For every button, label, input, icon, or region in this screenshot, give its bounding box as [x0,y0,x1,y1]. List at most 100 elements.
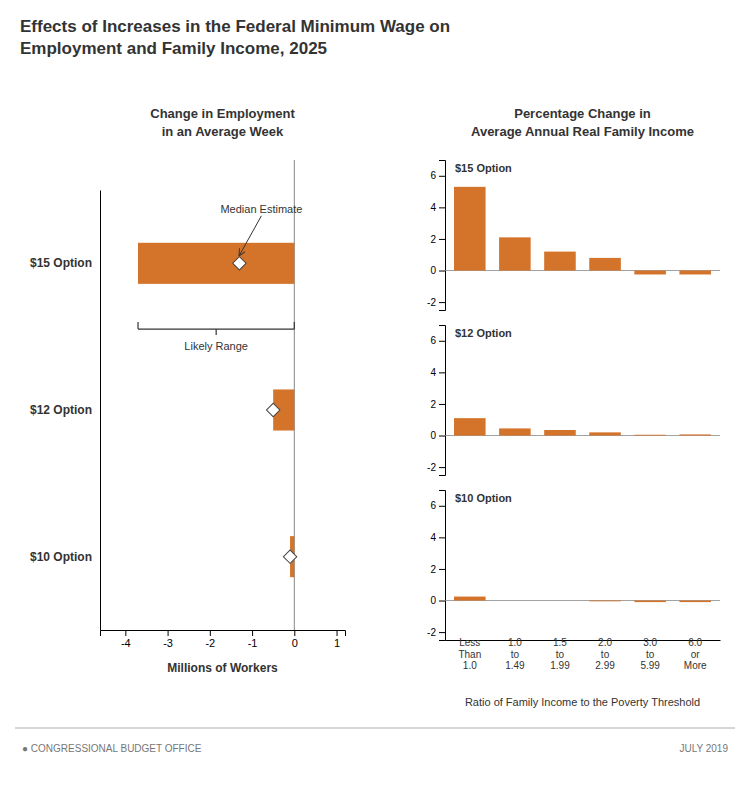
tick-mark [337,630,338,636]
y-axis: -20246 [427,491,445,641]
tick-label: -3 [163,637,173,649]
tick: -4 [121,630,131,649]
bar [544,600,576,601]
text-line: Percentage Change in [514,106,651,121]
bar [679,434,711,435]
bar [454,187,486,271]
x-axis: -4-3-2-101 [101,630,346,649]
tick-label: 6 [430,500,436,511]
tick-mark [439,239,445,240]
tick-mark [439,632,445,633]
tick-mark [252,630,253,636]
tick-label: -2 [427,627,436,638]
tick-mark [294,630,295,636]
tick-label: -2 [427,462,436,473]
tick-mark [210,630,211,636]
tick-mark [439,372,445,373]
category-label: 6.0orMore [684,637,707,671]
category-label: 3.0to5.99 [640,637,660,671]
marks [454,597,711,603]
tick-label: 2 [430,564,436,575]
tick-label: -4 [121,637,131,649]
category-label: 2.0to2.99 [595,637,615,671]
zero-line [445,600,720,601]
bar [634,271,666,275]
category-label: $12 Option [30,403,92,417]
tick: 2 [430,234,445,245]
tick-mark [439,207,445,208]
tick-mark [439,341,445,342]
tick-mark [168,630,169,636]
bar [589,600,621,602]
marks [138,243,297,577]
tick-label: 4 [430,367,436,378]
tick: 4 [430,202,445,213]
tick-label: 2 [430,399,436,410]
tick-mark [439,436,445,437]
bar [499,237,531,270]
tick-mark [439,271,445,272]
tick-label: -2 [427,297,436,308]
text-line: Change in Employment [150,106,295,121]
median-marker [266,403,279,416]
bar [544,252,576,271]
text-line: 1.99 [550,660,570,671]
text-line: 1.5 [553,637,567,648]
tick: 0 [430,430,445,441]
text-line: 1.0 [508,637,522,648]
y-axis: -20246 [427,326,445,476]
bar [544,430,576,436]
tick-label: 4 [430,202,436,213]
tick: $10 Option [30,550,100,564]
tick-label: 4 [430,532,436,543]
category-label: 1.5to1.99 [550,637,570,671]
tick: 0 [292,630,298,649]
text-line: Than [458,649,481,660]
bar [499,428,531,435]
text-line: Average Annual Real Family Income [471,124,694,139]
tick-label: 0 [430,265,436,276]
tick-label: 2 [430,234,436,245]
axis-line [439,491,446,641]
bar [499,600,531,601]
tick: 6 [430,500,445,511]
bar [634,601,666,603]
tick: -1 [248,630,258,649]
tick: -2 [427,297,445,308]
panel-label: $10 Option [455,492,512,504]
axis-line [439,326,446,476]
marks [454,418,711,435]
right-panel: -20246$10 OptionLessThan1.01.0to1.491.5t… [427,491,720,709]
range-end [137,322,138,329]
bar [679,601,711,603]
tick-mark [125,630,126,636]
x-axis-title: Millions of Workers [167,661,278,675]
right-panel: Percentage Change in Average Annual Real … [427,106,720,311]
text-line: 5.99 [640,660,660,671]
annotation: Median Estimate [220,203,302,215]
tick: 1.5to1.99 [550,637,570,671]
tick: 3.0to5.99 [640,637,660,671]
tick: 1.0to1.49 [505,637,525,671]
figure-title: Effects of Increases in the Federal Mini… [20,17,450,58]
footer-rule [15,728,735,729]
tick-mark [439,404,445,405]
text-line: to [646,649,655,660]
tick: LessThan1.0 [458,637,481,671]
likely-range [138,322,294,335]
axis-line [100,191,101,631]
tick-label: 1 [334,637,340,649]
tick: -3 [163,630,173,649]
tick: -2 [427,627,445,638]
text-line: to [511,649,520,660]
bar [679,271,711,275]
category-label: $10 Option [30,550,92,564]
zero-line [445,435,720,436]
tick-mark [439,601,445,602]
range-center [216,329,217,335]
axis-line [101,631,346,637]
annotation-arrow [239,216,261,256]
tick-mark [439,506,445,507]
tick: 2 [430,399,445,410]
tick-mark [439,176,445,177]
